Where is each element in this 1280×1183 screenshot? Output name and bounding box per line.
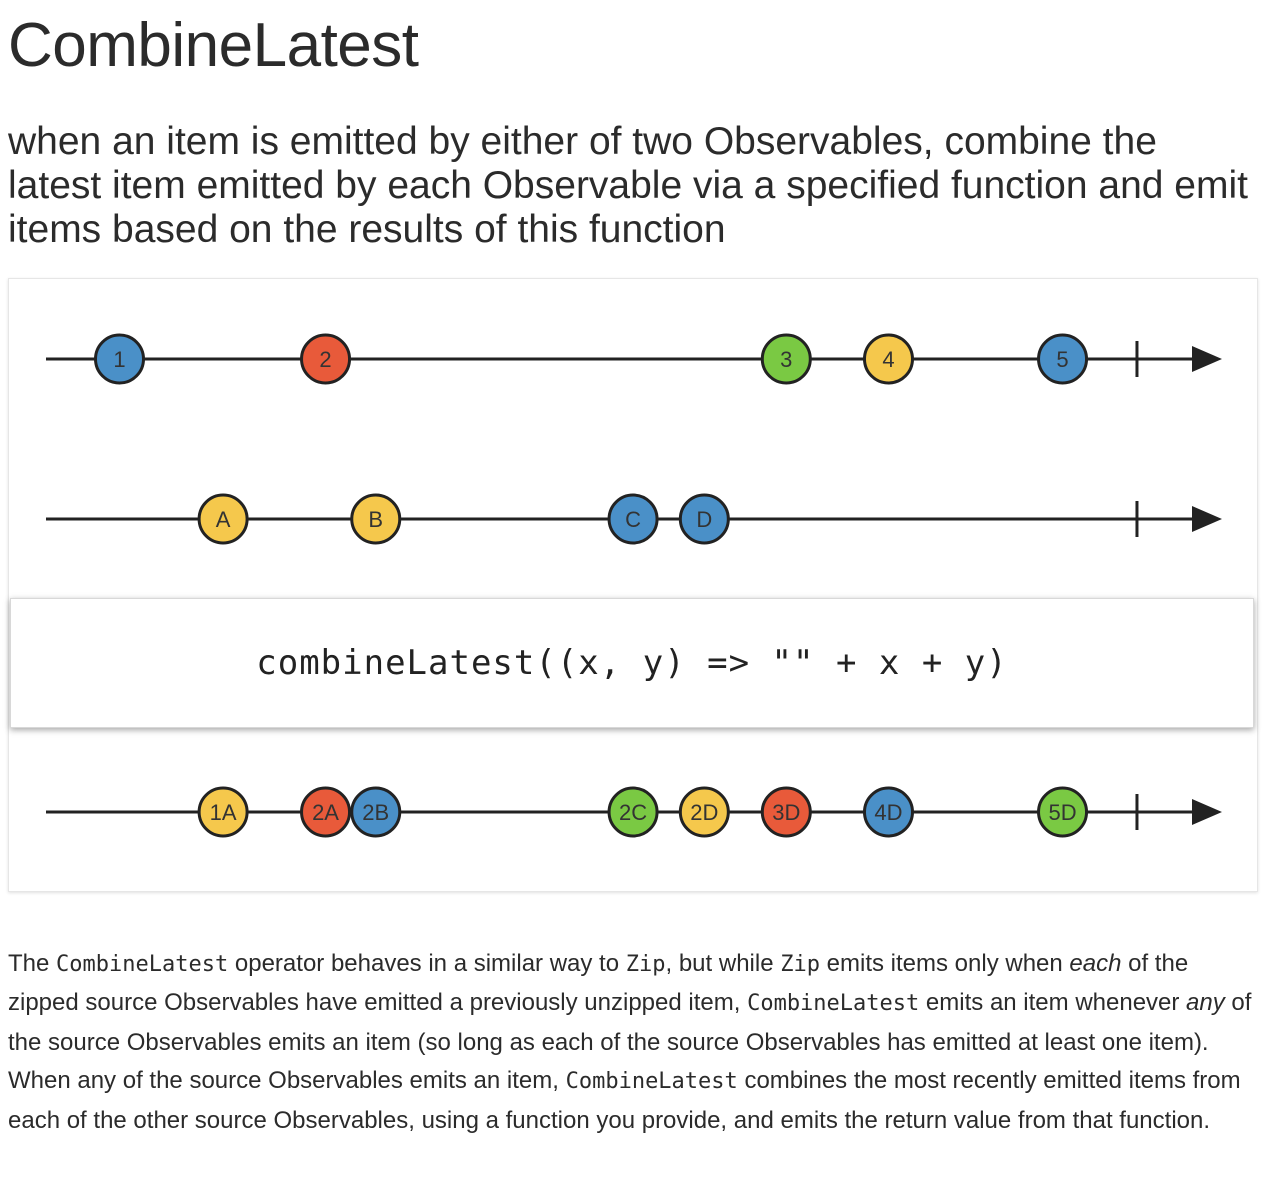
marble-label: 3D	[772, 800, 800, 825]
marble-2A: 2A	[300, 786, 352, 838]
marble-3D: 3D	[760, 786, 812, 838]
marble-circle	[197, 493, 249, 545]
timeline-arrowhead	[1192, 506, 1222, 532]
marble-label: 4	[882, 347, 894, 372]
marble-2B: 2B	[350, 786, 402, 838]
description-text: emits an item whenever	[919, 989, 1187, 1017]
marble-1A: 1A	[197, 786, 249, 838]
code-zip: Zip	[780, 952, 820, 977]
marble-label: 1A	[210, 800, 237, 825]
marble-circle	[862, 786, 914, 838]
marble-circle	[1037, 333, 1089, 385]
marble-circle	[862, 333, 914, 385]
description-paragraph: The CombineLatest operator behaves in a …	[8, 945, 1258, 1140]
marble-label: 1	[113, 347, 125, 372]
marble-circle	[607, 493, 659, 545]
marble-circle	[607, 786, 659, 838]
marble-circle	[760, 333, 812, 385]
timeline-source-1: 1 2 3 4 5	[46, 333, 1222, 385]
marble-1: 1	[94, 333, 145, 385]
marble-circle	[300, 786, 352, 838]
timeline-output: 1A 2A 2B 2C 2D 3D 4D 5D	[46, 786, 1222, 838]
marble-2D: 2D	[678, 786, 730, 838]
page-title: CombineLatest	[8, 11, 419, 80]
marble-label: 5	[1056, 347, 1068, 372]
marble-5D: 5D	[1037, 786, 1089, 838]
marble-3: 3	[760, 333, 812, 385]
marble-A: A	[197, 493, 249, 545]
code-combinelatest: CombineLatest	[56, 952, 229, 977]
marble-circle	[350, 786, 402, 838]
marble-circle	[300, 333, 352, 385]
marble-label: 2B	[362, 800, 389, 825]
marble-diagram: 1 2 3 4 5 A B C D 1A 2A 2B 2C 2D 3D 4D 5D	[8, 278, 1258, 892]
marble-circle	[350, 493, 402, 545]
emphasis-any: any	[1186, 989, 1225, 1017]
marble-circle	[678, 786, 730, 838]
description-text: , but while	[665, 950, 781, 977]
operator-box: combineLatest((x, y) => "" + x + y)	[10, 598, 1254, 728]
marble-4: 4	[862, 333, 914, 385]
marble-label: A	[216, 507, 231, 532]
code-zip: Zip	[625, 952, 666, 977]
marble-label: B	[368, 507, 383, 532]
marble-label: 2D	[690, 800, 718, 825]
marble-C: C	[607, 493, 659, 545]
marble-circle	[760, 786, 812, 838]
description-text: emits items only when	[819, 950, 1070, 977]
marble-label: D	[696, 507, 712, 532]
code-combinelatest: CombineLatest	[565, 1069, 738, 1095]
marble-2C: 2C	[607, 786, 659, 838]
description-text: of the zipped source Observables have em…	[8, 950, 1189, 1017]
timeline-arrowhead	[1192, 346, 1222, 372]
marble-label: 3	[780, 347, 792, 372]
marble-5: 5	[1037, 333, 1089, 385]
marble-label: 2	[319, 347, 331, 372]
description-text: of the source Observables emits an item …	[8, 989, 1252, 1095]
operator-label: combineLatest((x, y) => "" + x + y)	[256, 643, 1008, 683]
marble-diagram-svg: 1 2 3 4 5 A B C D 1A 2A 2B 2C 2D 3D 4D 5D	[46, 333, 1222, 838]
timeline-source-2: A B C D	[46, 493, 1222, 545]
description-text: operator behaves in a similar way to	[228, 950, 626, 977]
marble-4D: 4D	[862, 786, 914, 838]
marble-circle	[678, 493, 730, 545]
marble-circle	[94, 333, 145, 385]
timeline-arrowhead	[1192, 799, 1222, 825]
marble-label: C	[625, 507, 641, 532]
marble-D: D	[678, 493, 730, 545]
marble-B: B	[350, 493, 402, 545]
description-text: combines the most recently emitted items…	[8, 1067, 1241, 1134]
marble-label: 5D	[1048, 800, 1076, 825]
marble-label: 2C	[619, 800, 647, 825]
marble-2: 2	[300, 333, 352, 385]
code-combinelatest: CombineLatest	[747, 991, 920, 1017]
emphasis-each: each	[1069, 950, 1122, 977]
page-subtitle: when an item is emitted by either of two…	[8, 120, 1248, 251]
marble-label: 2A	[312, 800, 339, 825]
marble-label: 4D	[874, 800, 902, 825]
marble-circle	[197, 786, 249, 838]
description-text: The	[8, 950, 57, 977]
marble-circle	[1037, 786, 1089, 838]
